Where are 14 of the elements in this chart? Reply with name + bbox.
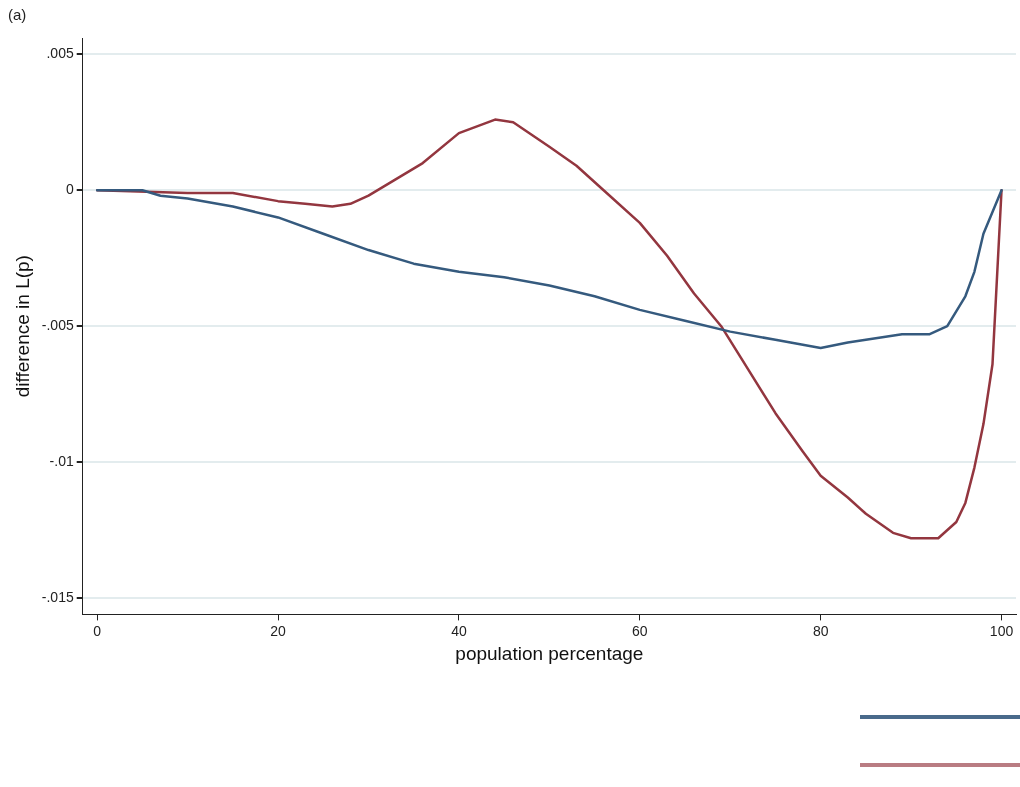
x-axis-title: population percentage xyxy=(455,642,644,664)
y-tick-label: -.015 xyxy=(41,588,74,605)
x-tick-label: 100 xyxy=(989,622,1014,639)
y-axis-title: difference in L(p) xyxy=(11,255,33,398)
y-tick-label: -.005 xyxy=(41,317,74,334)
y-tick-label: -.01 xyxy=(49,453,74,469)
text: (a) xyxy=(8,5,27,23)
x-tick-label: 40 xyxy=(451,622,467,639)
y-tick-label: 0 xyxy=(65,181,74,198)
x-tick-label: 0 xyxy=(93,622,102,639)
y-tick-label: .005 xyxy=(46,45,74,62)
x-tick-label: 60 xyxy=(632,622,648,639)
x-tick-label: 80 xyxy=(812,622,829,639)
x-tick-label: 20 xyxy=(270,622,287,639)
